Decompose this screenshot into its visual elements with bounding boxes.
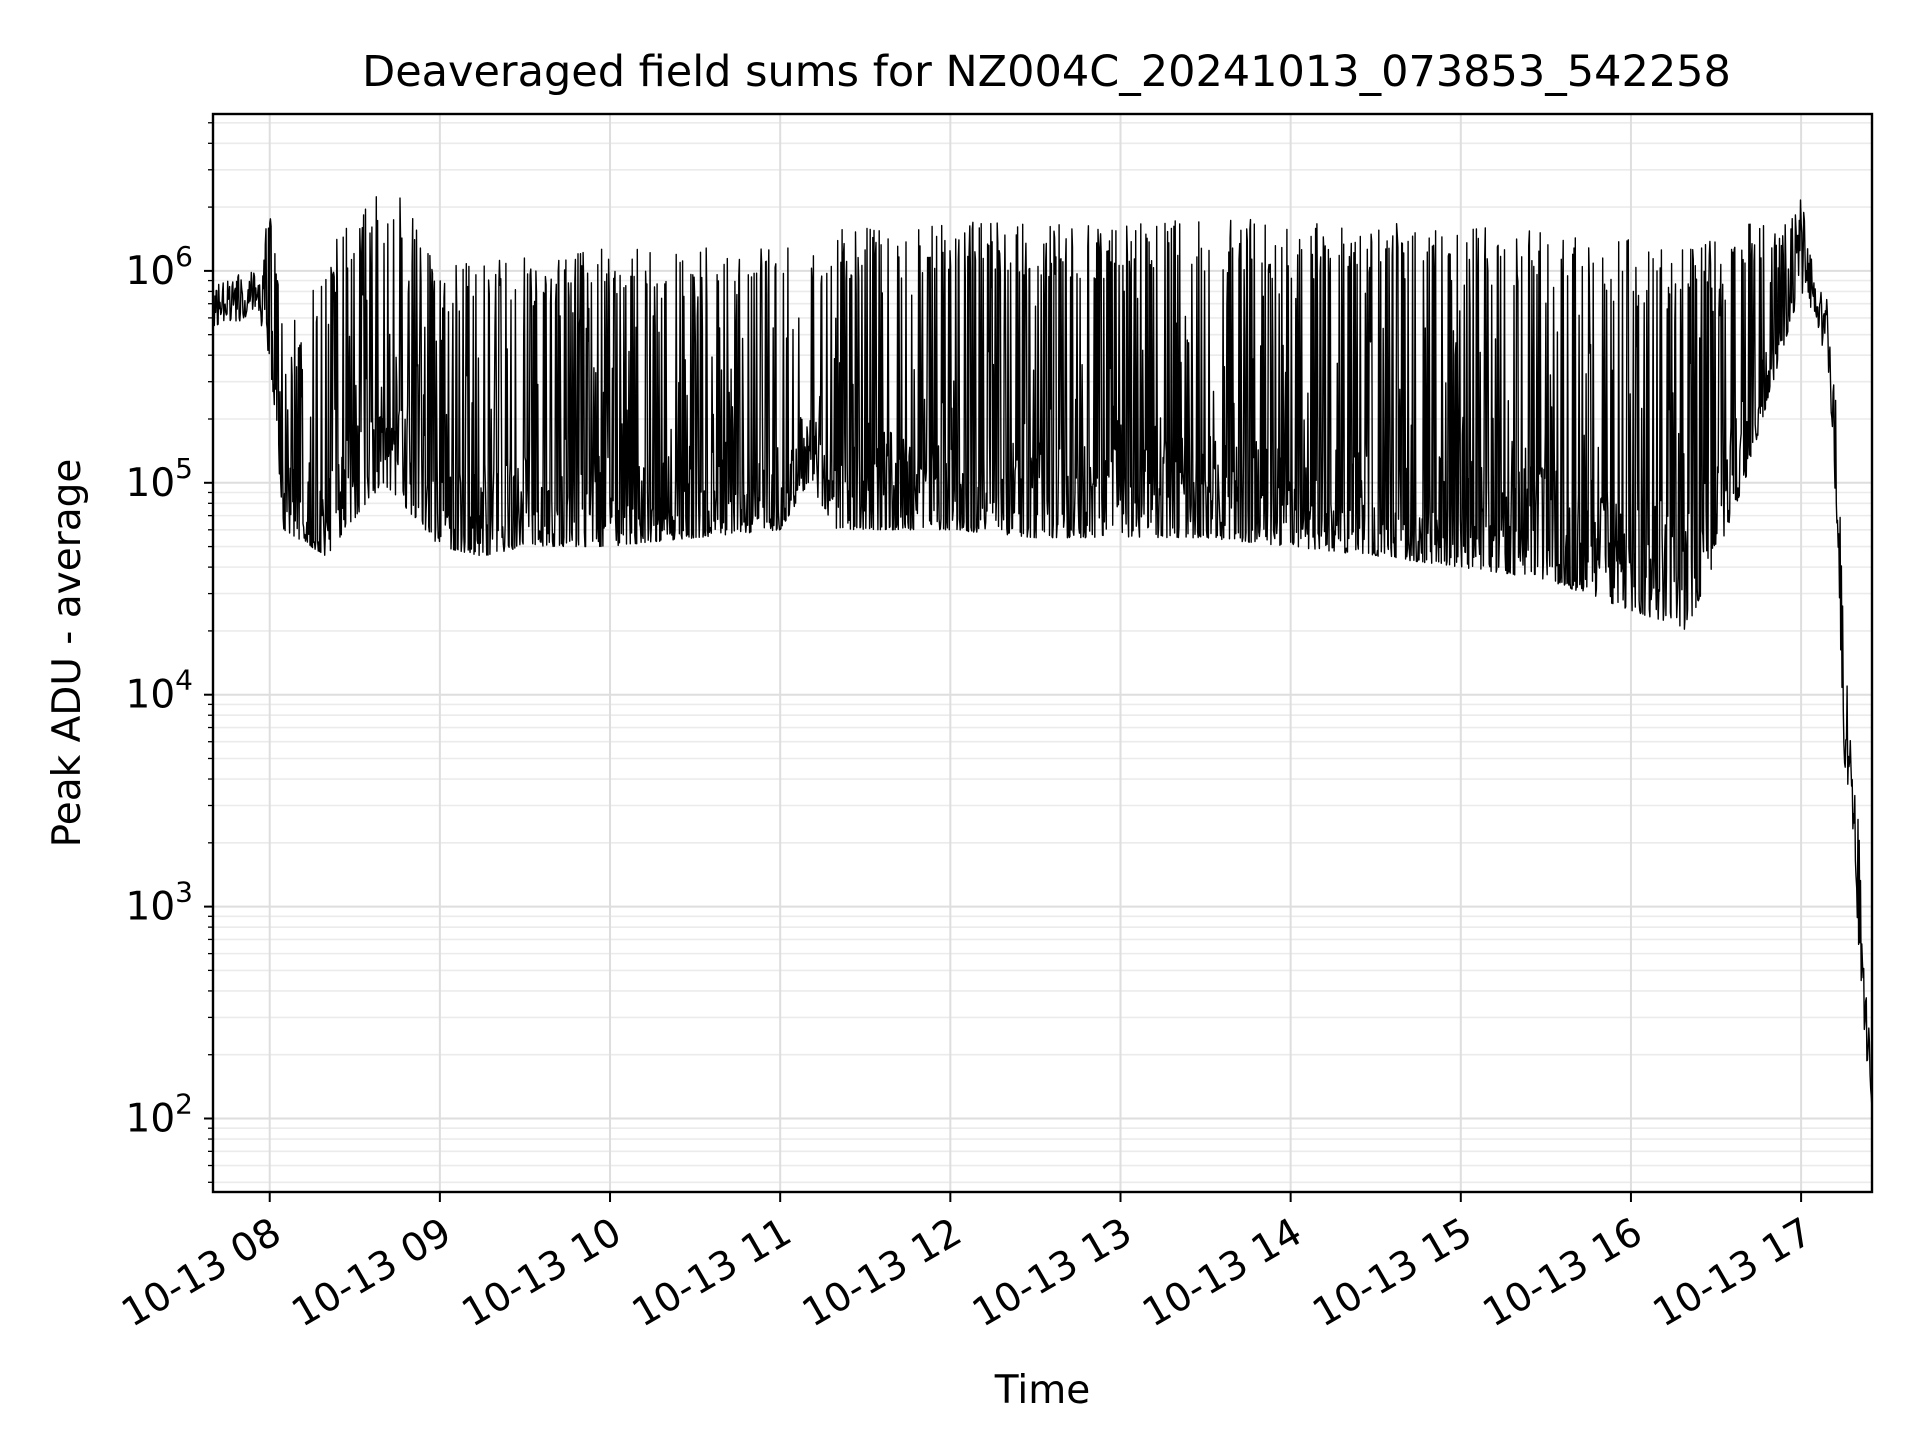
data-line (212, 196, 1873, 1109)
y-tick-base: 10 (126, 885, 176, 930)
grid (213, 114, 1872, 1192)
y-tick-base: 10 (126, 461, 176, 506)
chart-title: Deaveraged field sums for NZ004C_2024101… (362, 47, 1731, 97)
y-tick-exponent: 2 (175, 1088, 193, 1121)
y-tick-exponent: 3 (175, 876, 193, 909)
y-tick-label: 104 (126, 664, 193, 718)
y-tick-base: 10 (126, 1097, 176, 1142)
y-axis-label: Peak ADU - average (45, 459, 90, 848)
y-tick-exponent: 5 (175, 452, 193, 485)
y-tick-label: 103 (126, 876, 193, 930)
x-axis-label: Time (994, 1368, 1090, 1413)
plot-frame (211, 112, 1874, 1194)
series (212, 196, 1873, 1109)
y-tick-label: 105 (126, 452, 193, 506)
y-tick-exponent: 4 (175, 664, 193, 697)
y-tick-label: 106 (126, 240, 193, 294)
y-tick-label: 102 (126, 1088, 193, 1142)
y-tick-base: 10 (126, 249, 176, 294)
y-tick-exponent: 6 (175, 240, 193, 273)
y-tick-base: 10 (126, 673, 176, 718)
